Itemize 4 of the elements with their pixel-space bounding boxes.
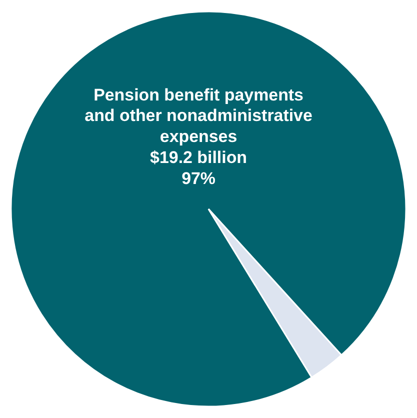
pie-slice <box>208 208 342 378</box>
slice-label: Pension benefit payments and other nonadministrative expenses <box>84 85 312 146</box>
data-label: $19.2 billion 97% <box>150 148 247 188</box>
pie-slice <box>10 11 406 408</box>
